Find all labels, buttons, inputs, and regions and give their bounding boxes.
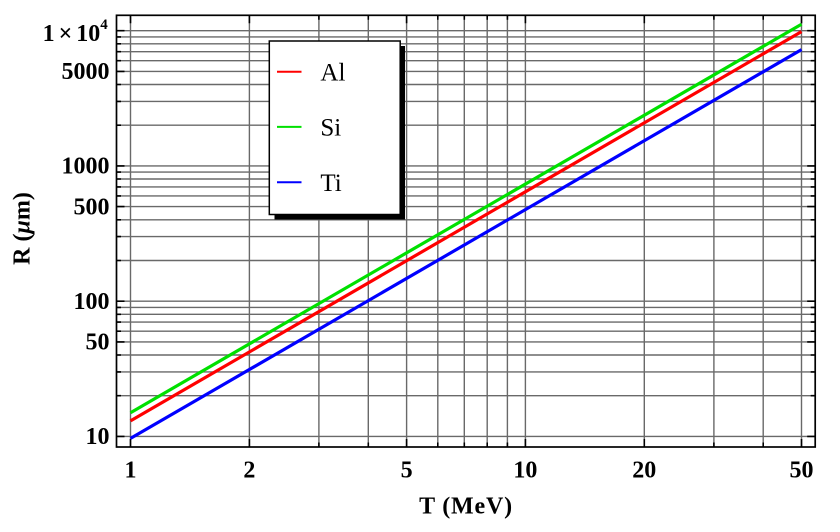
svg-text:1000: 1000	[62, 154, 110, 180]
svg-text:R (μm): R (μm)	[10, 192, 36, 265]
svg-text:50: 50	[86, 330, 110, 356]
svg-text:Al: Al	[320, 60, 345, 87]
svg-text:20: 20	[632, 457, 656, 483]
svg-text:1: 1	[125, 457, 137, 483]
svg-text:1×104: 1 × 104	[43, 17, 109, 47]
svg-text:100: 100	[74, 289, 110, 315]
svg-text:50: 50	[790, 457, 814, 483]
svg-text:500: 500	[74, 194, 110, 220]
svg-text:10: 10	[513, 457, 537, 483]
svg-text:T (MeV): T (MeV)	[419, 494, 513, 520]
svg-text:Ti: Ti	[320, 170, 341, 197]
svg-text:5: 5	[401, 457, 413, 483]
svg-text:2: 2	[243, 457, 255, 483]
svg-text:Si: Si	[320, 115, 341, 142]
svg-text:10: 10	[86, 424, 110, 450]
svg-text:5000: 5000	[62, 59, 110, 85]
